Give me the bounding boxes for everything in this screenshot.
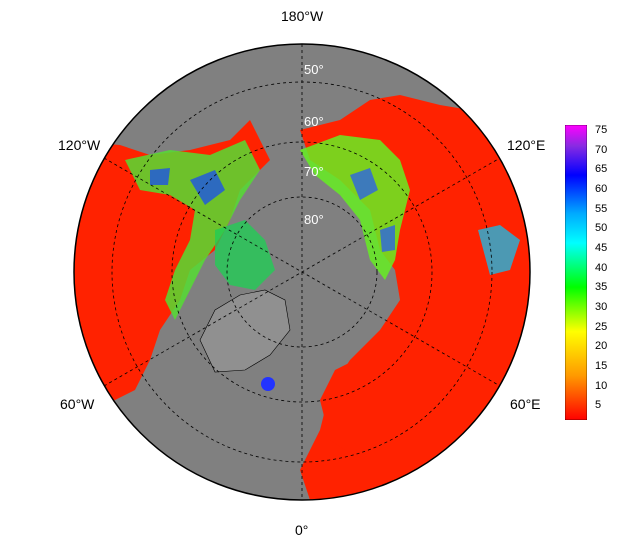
graticule (103, 44, 501, 500)
colorbar (565, 125, 587, 420)
colorbar-tick: 65 (595, 163, 608, 175)
scandinavia-land (320, 360, 370, 450)
land-layer (74, 95, 530, 500)
colorbar-tick: 35 (595, 281, 608, 293)
lon-label-120w: 120°W (58, 137, 101, 153)
lat-label-80: 80° (304, 212, 324, 227)
greenland-land (199, 289, 291, 373)
colorbar-tick: 5 (595, 399, 602, 411)
colorbar-tick: 75 (595, 124, 608, 136)
lon-label-60w: 60°W (60, 396, 95, 412)
colorbar-tick: 60 (595, 183, 608, 195)
colorbar-tick: 40 (595, 262, 608, 274)
lat-label-70: 70° (304, 164, 324, 179)
colorbar-tick: 10 (595, 380, 608, 392)
colorbar-tick: 25 (595, 321, 608, 333)
colorbar-tick: 15 (595, 360, 608, 372)
colorbar-tick: 70 (595, 144, 608, 156)
arctic-archipelago (215, 220, 275, 290)
lon-label-180w: 180°W (281, 8, 324, 24)
lat-label-60: 60° (304, 114, 324, 129)
lon-label-60e: 60°E (510, 396, 541, 412)
colorbar-tick: 50 (595, 222, 608, 234)
svalbard (261, 377, 275, 391)
canada-blue-patches (150, 168, 225, 205)
lon-label-120e: 120°E (507, 137, 546, 153)
siberia-blue-patches (350, 168, 395, 252)
lon-label-0: 0° (295, 522, 309, 538)
lat-label-50: 50° (304, 62, 324, 77)
map-frame (73, 43, 531, 501)
colorbar-tick: 30 (595, 301, 608, 313)
colorbar-tick: 45 (595, 242, 608, 254)
colorbar-tick: 20 (595, 340, 608, 352)
colorbar-tick: 55 (595, 203, 608, 215)
